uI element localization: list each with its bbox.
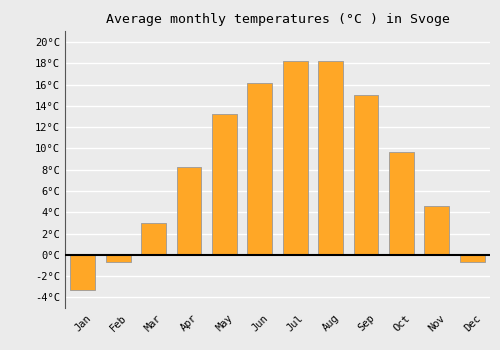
Bar: [389, 152, 414, 255]
Title: Average monthly temperatures (°C ) in Svoge: Average monthly temperatures (°C ) in Sv…: [106, 13, 450, 26]
Bar: [283, 61, 308, 255]
Bar: [354, 95, 378, 255]
Bar: [424, 206, 450, 255]
Bar: [318, 61, 343, 255]
Bar: [70, 255, 95, 290]
Bar: [248, 83, 272, 255]
Bar: [460, 255, 484, 262]
Bar: [141, 223, 166, 255]
Bar: [212, 114, 237, 255]
Bar: [176, 167, 202, 255]
Bar: [106, 255, 130, 262]
